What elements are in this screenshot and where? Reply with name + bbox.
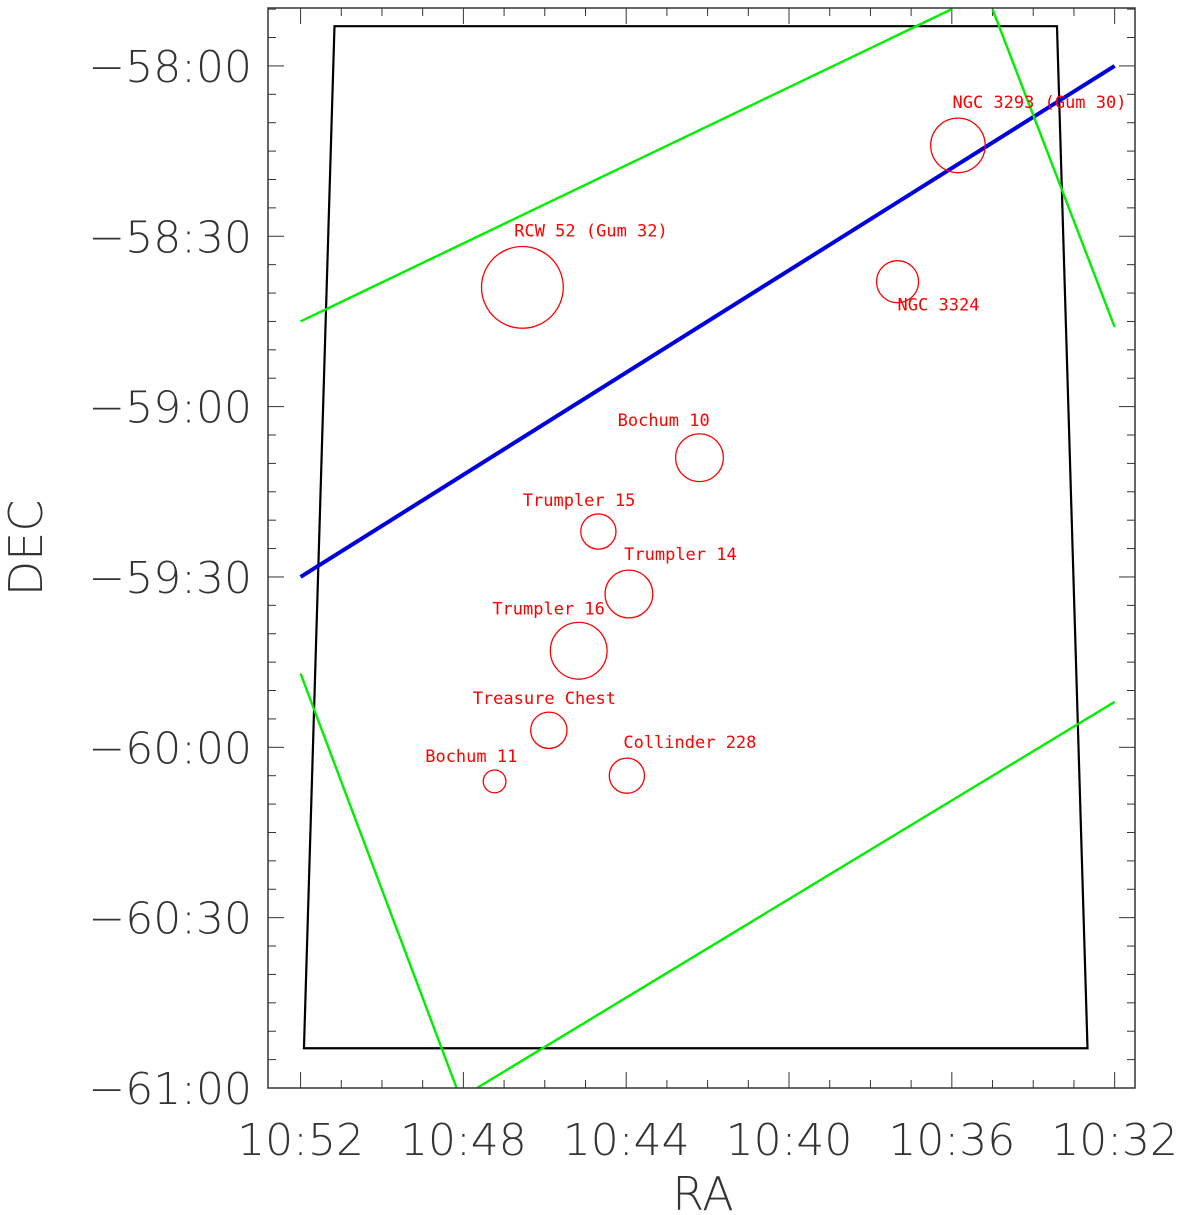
y-axis-title: DEC	[0, 500, 53, 597]
field-outline	[302, 25, 1089, 1050]
label-trumpler-14: Trumpler 14	[624, 545, 737, 565]
label-bochum-10: Bochum 10	[618, 411, 710, 431]
green-line-3	[299, 673, 458, 1088]
y-tick-labels: −58:00 −58:30 −59:00 −59:30 −60:00 −60:30 −61:…	[88, 42, 252, 1115]
label-ngc-3293-gum-30: NGC 3293 (Gum 30)	[952, 93, 1126, 113]
label-bochum-11: Bochum 11	[425, 747, 517, 767]
label-rcw-52-gum-32: RCW 52 (Gum 32)	[514, 221, 668, 241]
green-line-4	[476, 700, 1116, 1088]
marker-trumpler-14	[604, 569, 654, 619]
marker-trumpler-15	[580, 513, 617, 550]
x-tick-label: 10:48	[400, 1115, 527, 1166]
axis-ticks	[268, 8, 1135, 1089]
x-tick-label: 10:52	[237, 1115, 364, 1166]
marker-bochum-10	[674, 433, 724, 483]
marker-collinder-228	[608, 757, 646, 794]
y-tick-label: −60:30	[88, 894, 252, 945]
y-tick-label: −60:00	[88, 723, 252, 774]
cluster-markers: NGC 3293 (Gum 30) NGC 3324 RCW 52 (Gum 32)…	[425, 93, 1126, 794]
label-trumpler-16: Trumpler 16	[492, 599, 605, 619]
x-tick-label: 10:36	[888, 1115, 1015, 1166]
marker-ngc-3324	[875, 260, 920, 304]
y-tick-label: −58:00	[88, 42, 252, 93]
plot-frame	[267, 7, 1136, 1089]
marker-trumpler-16	[549, 621, 608, 680]
green-line-2	[991, 8, 1116, 328]
marker-treasure-chest	[530, 711, 568, 750]
y-tick-label: −58:30	[88, 212, 252, 263]
blue-track	[299, 64, 1116, 579]
y-tick-label: −59:30	[88, 553, 252, 604]
y-tick-label: −61:00	[88, 1064, 252, 1115]
label-treasure-chest: Treasure Chest	[473, 689, 616, 709]
field-outline-polygon	[302, 25, 1089, 1050]
marker-rcw-52-gum-32	[480, 245, 564, 329]
label-ngc-3324: NGC 3324	[898, 296, 980, 316]
overlay-lines	[299, 8, 1116, 1088]
marker-bochum-11	[482, 769, 507, 794]
label-trumpler-15: Trumpler 15	[523, 491, 636, 511]
green-line-1	[300, 8, 953, 323]
y-tick-label: −59:00	[88, 383, 252, 434]
x-tick-label: 10:40	[726, 1115, 853, 1166]
x-tick-label: 10:32	[1051, 1115, 1178, 1166]
x-axis-title: RA	[672, 1167, 734, 1215]
label-collinder-228: Collinder 228	[623, 733, 756, 753]
x-tick-label: 10:44	[563, 1115, 690, 1166]
marker-ngc-3293-gum-30	[930, 117, 986, 174]
x-tick-labels: 10:52 10:48 10:44 10:40 10:36 10:32	[237, 1115, 1178, 1166]
